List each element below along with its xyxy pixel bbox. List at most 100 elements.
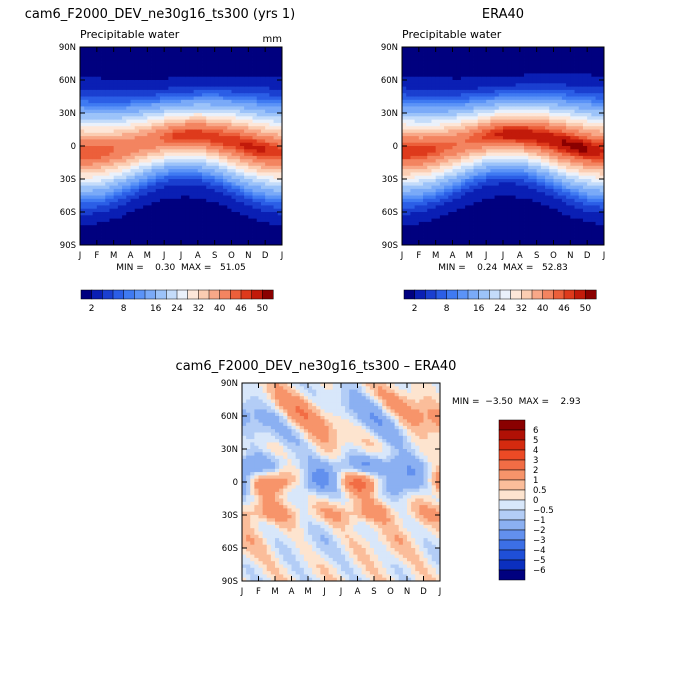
heatmap-cell: [193, 80, 199, 84]
heatmap-cell: [439, 169, 445, 173]
heatmap-cell: [256, 146, 262, 150]
heatmap-cell: [101, 208, 106, 213]
heatmap-cell: [414, 165, 420, 170]
heatmap-cell: [197, 179, 203, 183]
heatmap-cell: [498, 86, 504, 91]
heatmap-cell: [96, 238, 102, 243]
heatmap-cell: [159, 109, 165, 114]
heatmap-cell: [511, 208, 517, 213]
heatmap-cell: [418, 106, 424, 111]
heatmap-cell: [507, 70, 512, 74]
heatmap-cell: [122, 56, 127, 61]
heatmap-cell: [452, 106, 458, 111]
heatmap-cell: [494, 238, 500, 243]
heatmap-cell: [84, 89, 89, 94]
heatmap-cell: [402, 66, 407, 71]
heatmap-cell: [147, 212, 152, 216]
heatmap-cell: [269, 60, 274, 64]
heatmap-cell: [130, 116, 136, 120]
heatmap-cell: [465, 99, 470, 104]
heatmap-cell: [138, 60, 144, 64]
heatmap-cell: [239, 175, 245, 180]
heatmap-cell: [473, 169, 479, 173]
heatmap-cell: [80, 198, 85, 203]
heatmap-cell: [469, 149, 474, 153]
heatmap-cell: [469, 86, 474, 91]
heatmap-cell: [269, 198, 274, 203]
heatmap-cell: [519, 162, 525, 167]
heatmap-cell: [469, 122, 474, 127]
heatmap-cell: [507, 93, 512, 97]
heatmap-cell: [439, 99, 445, 104]
x-tick-label: A: [195, 251, 201, 261]
heatmap-cell: [490, 165, 495, 170]
heatmap-cell: [498, 241, 504, 246]
heatmap-cell: [406, 155, 411, 160]
heatmap-cell: [511, 175, 517, 180]
heatmap-cell: [532, 66, 538, 71]
heatmap-cell: [269, 116, 274, 120]
heatmap-cell: [269, 122, 274, 127]
heatmap-cell: [494, 142, 500, 147]
heatmap-cell: [402, 198, 407, 203]
heatmap-cell: [117, 63, 123, 68]
heatmap-cell: [532, 235, 538, 239]
heatmap-cell: [448, 119, 453, 124]
heatmap-cell: [456, 56, 462, 61]
heatmap-cell: [444, 212, 449, 216]
heatmap-cell: [206, 119, 211, 124]
heatmap-cell: [143, 106, 148, 111]
heatmap-cell: [515, 89, 521, 94]
heatmap-cell: [206, 106, 211, 111]
heatmap-cell: [138, 162, 144, 167]
heatmap-cell: [448, 106, 453, 111]
heatmap-cell: [519, 192, 525, 196]
heatmap-cell: [143, 215, 148, 219]
heatmap-cell: [197, 89, 203, 94]
heatmap-cell: [172, 182, 178, 186]
heatmap-cell: [109, 149, 115, 153]
heatmap-cell: [214, 208, 220, 213]
heatmap-cell: [109, 142, 115, 147]
heatmap-cell: [214, 80, 220, 84]
heatmap-cell: [101, 225, 106, 229]
heatmap-cell: [235, 86, 241, 91]
heatmap-cell: [481, 182, 487, 186]
heatmap-cell: [218, 205, 224, 210]
heatmap-cell: [498, 202, 504, 206]
heatmap-cell: [210, 159, 216, 163]
heatmap-cell: [423, 182, 428, 186]
heatmap-cell: [176, 122, 182, 127]
heatmap-cell: [414, 198, 420, 203]
heatmap-cell: [435, 238, 441, 243]
heatmap-cell: [113, 215, 119, 219]
heatmap-cell: [414, 89, 420, 94]
heatmap-cell: [469, 179, 474, 183]
heatmap-cell: [452, 185, 458, 190]
heatmap-cell: [528, 83, 533, 87]
heatmap-cell: [92, 175, 98, 180]
heatmap-cell: [465, 192, 470, 196]
heatmap-cell: [88, 169, 94, 173]
heatmap-cell: [206, 116, 211, 120]
heatmap-cell: [181, 149, 186, 153]
heatmap-cell: [269, 185, 274, 190]
heatmap-cell: [202, 152, 207, 157]
heatmap-cell: [122, 149, 127, 153]
heatmap-cell: [193, 139, 199, 144]
heatmap-cell: [185, 195, 190, 200]
heatmap-cell: [130, 182, 136, 186]
heatmap-cell: [503, 179, 508, 183]
heatmap-cell: [202, 155, 207, 160]
heatmap-cell: [439, 129, 445, 134]
heatmap-cell: [256, 212, 262, 216]
heatmap-cell: [113, 80, 119, 84]
heatmap-cell: [172, 238, 178, 243]
heatmap-cell: [481, 66, 487, 71]
heatmap-cell: [235, 149, 241, 153]
heatmap-cell: [460, 241, 466, 246]
heatmap-cell: [223, 208, 228, 213]
heatmap-cell: [84, 119, 89, 124]
heatmap-cell: [126, 231, 131, 236]
heatmap-cell: [134, 142, 140, 147]
